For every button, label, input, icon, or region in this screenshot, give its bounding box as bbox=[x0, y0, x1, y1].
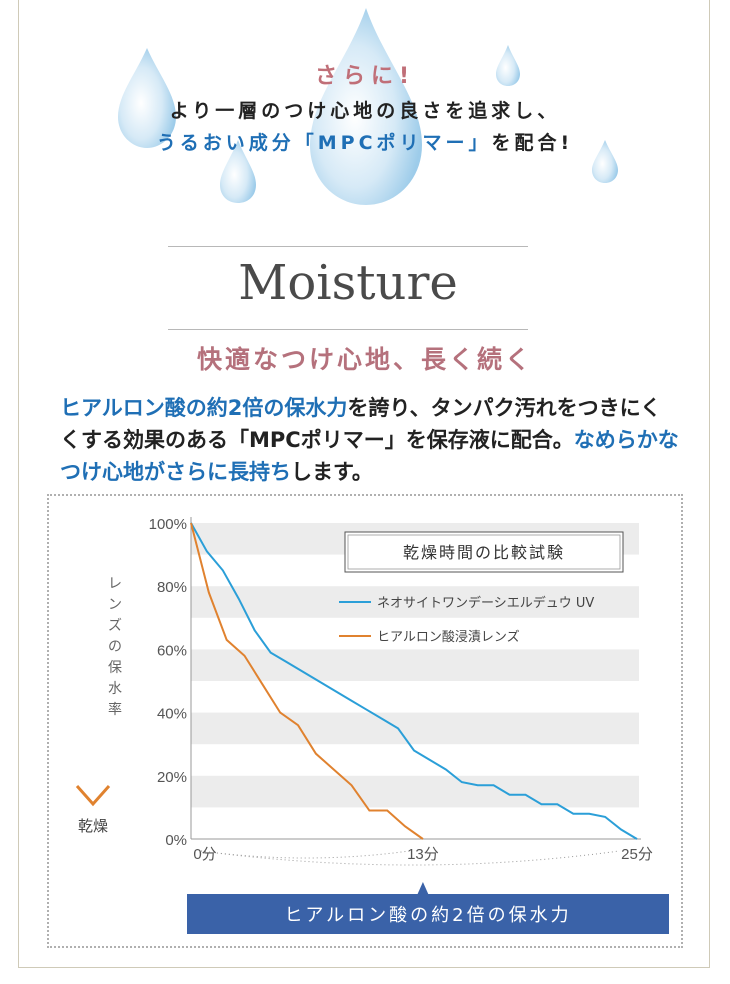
grid-band bbox=[191, 775, 639, 808]
y-axis-label-char: ン bbox=[108, 597, 122, 613]
x-tick-label: 13分 bbox=[407, 846, 439, 863]
intro-line2-rest: を配合! bbox=[491, 132, 574, 154]
body-highlight-1: ヒアルロン酸の約2倍の保水力 bbox=[60, 396, 348, 420]
y-tick-label: 0% bbox=[165, 832, 187, 849]
chart-title-box-inner bbox=[347, 534, 621, 570]
intro-accent: さらに! bbox=[314, 64, 416, 89]
intro-line2: うるおい成分「MPCポリマー」を配合! bbox=[0, 128, 730, 155]
intro-line2-highlight: うるおい成分「MPCポリマー」 bbox=[156, 132, 492, 154]
water-drop-icon bbox=[592, 140, 618, 183]
water-drop-icon bbox=[310, 8, 422, 205]
y-tick-label: 80% bbox=[157, 579, 187, 596]
y-axis-label-char: の bbox=[108, 639, 122, 655]
legend-label: ヒアルロン酸浸漬レンズ bbox=[377, 629, 520, 645]
y-axis-label-char: 率 bbox=[108, 701, 122, 718]
legend-label: ネオサイトワンデーシエルデュウ UV bbox=[377, 595, 594, 611]
dryness-chart: 0% 20% 40% 60% 80% 100% 0分 13分 25分 乾燥時間の比較試験ネオサ… bbox=[75, 516, 669, 934]
y-axis-bottom-label: 乾燥 bbox=[78, 817, 108, 835]
section-heading: Moisture bbox=[238, 255, 458, 311]
arrow-head-icon bbox=[75, 785, 111, 807]
section-subheading: 快適なつけ心地、長く続く bbox=[196, 345, 533, 374]
body-paragraph: ヒアルロン酸の約2倍の保水力を誇り、タンパク汚れをつきにくくする効果のある「MP… bbox=[60, 392, 680, 488]
y-axis-label-char: レ bbox=[108, 576, 122, 592]
grid-band bbox=[191, 586, 639, 618]
y-tick-label: 60% bbox=[157, 642, 187, 659]
x-tick-label: 0分 bbox=[193, 846, 216, 863]
dotted-arc bbox=[200, 850, 409, 859]
intro-line1: より一層のつけ心地の良さを追求し、 bbox=[169, 100, 561, 122]
y-tick-label: 20% bbox=[157, 769, 187, 786]
water-drop-icon bbox=[496, 45, 520, 86]
series-line-hyaluronic bbox=[190, 522, 424, 840]
grid-band bbox=[191, 712, 639, 745]
water-drop-icon bbox=[220, 140, 256, 203]
body-text-4: します。 bbox=[291, 460, 373, 484]
page-frame bbox=[18, 0, 710, 968]
heading-rules: Moisture bbox=[168, 246, 528, 330]
x-tick-label: 25分 bbox=[621, 846, 653, 863]
chart-container: 0% 20% 40% 60% 80% 100% 0分 13分 25分 乾燥時間の比較試験ネオサ… bbox=[47, 494, 683, 948]
body-highlight-2: なめらかなつけ心地がさらに長持ち bbox=[60, 428, 679, 484]
water-drop-icon bbox=[118, 48, 176, 148]
grid-band bbox=[191, 649, 639, 681]
series-line-neosight bbox=[190, 522, 638, 840]
y-axis-label-char: ズ bbox=[108, 618, 122, 634]
y-tick-label: 100% bbox=[149, 516, 187, 533]
chart-title-box bbox=[344, 531, 624, 573]
y-tick-label: 40% bbox=[157, 706, 187, 723]
body-text-2: を誇り、タンパク汚れをつきにくくする効果のある「MPCポリマー」を保存液に配合。 bbox=[60, 396, 662, 452]
y-axis-label-char: 水 bbox=[108, 681, 122, 697]
chart-title: 乾燥時間の比較試験 bbox=[403, 543, 565, 562]
y-axis-label-char: 保 bbox=[108, 660, 122, 676]
callout-bar bbox=[187, 894, 669, 934]
water-drops-decoration bbox=[118, 8, 618, 205]
callout-text: ヒアルロン酸の約2倍の保水力 bbox=[284, 905, 571, 926]
